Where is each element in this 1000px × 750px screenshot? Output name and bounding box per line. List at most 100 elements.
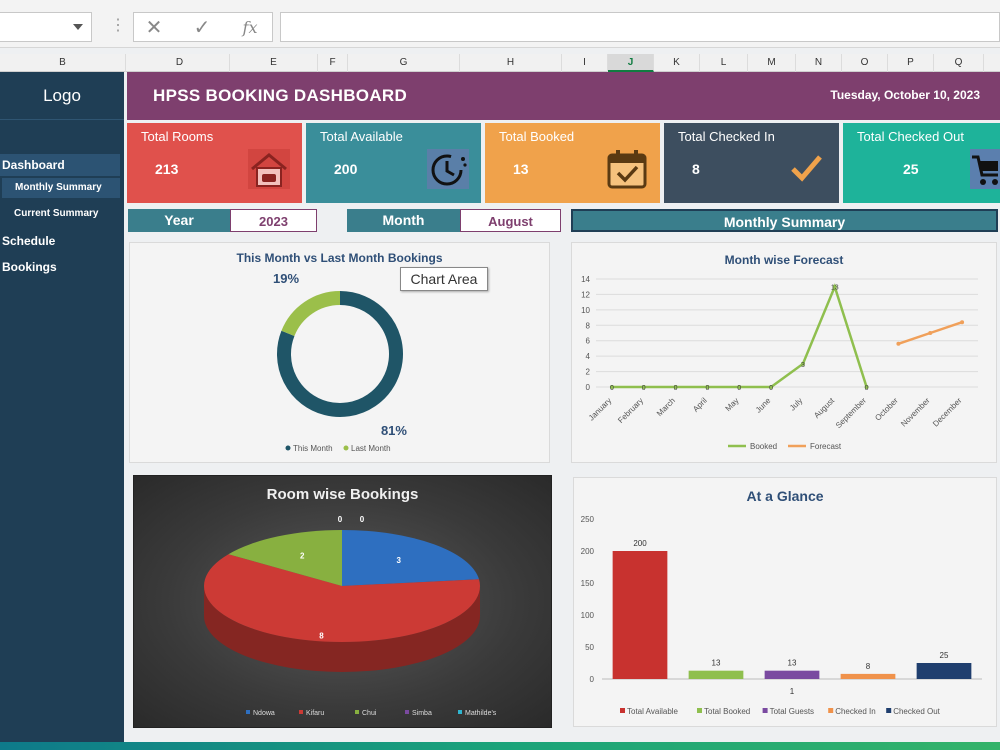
data-point	[641, 385, 646, 389]
kpi-card-total-checked-in[interactable]: Total Checked In 8	[664, 123, 839, 203]
legend-marker	[762, 708, 768, 713]
legend-marker	[697, 708, 702, 713]
bar	[688, 670, 744, 679]
legend-label: Mathilde's	[465, 710, 497, 717]
column-header[interactable]: E	[230, 54, 318, 72]
legend-label: Checked In	[835, 707, 875, 716]
page-title: HPSS BOOKING DASHBOARD	[153, 86, 408, 105]
column-header[interactable]: I	[562, 54, 608, 72]
legend-marker	[458, 710, 462, 714]
pie-data-label: 2	[300, 551, 305, 560]
legend-marker	[355, 710, 359, 714]
bar-data-label: 25	[940, 651, 949, 660]
card-label: Total Rooms	[141, 129, 214, 144]
chart-title: Room wise Bookings	[266, 486, 419, 503]
bar	[916, 663, 972, 679]
data-label: 0	[610, 385, 614, 392]
enter-icon[interactable]: ✓	[193, 17, 211, 39]
y-tick-label: 0	[590, 675, 595, 684]
data-point	[705, 385, 710, 389]
y-tick-label: 150	[581, 579, 595, 588]
pie-slice	[228, 530, 342, 586]
card-value: 213	[155, 161, 179, 177]
name-box[interactable]	[0, 12, 92, 42]
chart-month-wise-forecast[interactable]: Month wise Forecast 0 2 4 6 8 10 12 14 January Fe…	[571, 242, 997, 463]
column-header[interactable]: N	[796, 54, 842, 72]
legend-label: Forecast	[810, 442, 842, 451]
y-tick-label: 200	[581, 547, 595, 556]
insert-function-button[interactable]: fx	[242, 18, 258, 37]
y-tick-label: 10	[581, 306, 590, 315]
current-date: Tuesday, October 10, 2023	[830, 88, 980, 102]
column-header[interactable]: P	[888, 54, 934, 72]
column-header[interactable]: D	[130, 54, 230, 72]
sidebar-item-bookings[interactable]: Bookings	[2, 260, 57, 274]
dashboard-header: HPSS BOOKING DASHBOARD Tuesday, October …	[127, 72, 1000, 120]
y-tick-label: 250	[581, 515, 595, 524]
column-header[interactable]: M	[748, 54, 796, 72]
card-value: 25	[903, 161, 919, 177]
bar-data-label: 8	[866, 662, 871, 671]
card-label: Total Checked Out	[857, 129, 964, 144]
kpi-card-total-checked-out[interactable]: Total Checked Out 25	[843, 123, 1000, 203]
data-point	[737, 385, 742, 389]
year-select[interactable]: 2023	[230, 209, 317, 232]
data-label: 0	[705, 385, 709, 392]
column-header[interactable]: J	[608, 54, 654, 72]
data-label: 13	[831, 285, 839, 292]
chart-title: Month wise Forecast	[724, 253, 844, 267]
y-tick-label: 0	[586, 383, 591, 392]
y-tick-label: 8	[586, 321, 591, 330]
column-header[interactable]: G	[348, 54, 460, 72]
legend-marker	[886, 708, 892, 713]
card-value: 13	[513, 161, 529, 177]
column-header[interactable]: B	[0, 54, 126, 72]
legend-label: Booked	[750, 442, 777, 451]
sidebar-item-current-summary[interactable]: Current Summary	[14, 208, 99, 219]
formula-input[interactable]	[280, 12, 1000, 42]
data-label: 0	[642, 385, 646, 392]
y-tick-label: 12	[581, 290, 590, 299]
legend-marker	[620, 708, 625, 713]
pie-slice-side	[204, 586, 480, 672]
chevron-down-icon[interactable]	[73, 24, 83, 30]
x-tick-label: October	[873, 396, 900, 423]
sidebar-item-schedule[interactable]: Schedule	[2, 234, 56, 248]
bar-extra-label: 1	[790, 687, 795, 696]
chart-at-a-glance[interactable]: At a Glance 0 50 100 150 200 250 200 13 13 8 25 1 To…	[573, 477, 997, 727]
data-point	[832, 284, 837, 289]
chart-title: This Month vs Last Month Bookings	[236, 251, 443, 265]
legend-marker	[246, 710, 250, 714]
column-header[interactable]: O	[842, 54, 888, 72]
data-point	[769, 385, 774, 389]
data-label: 0	[674, 385, 678, 392]
chart-room-wise-bookings[interactable]: Room wise Bookings 3 8 2 0 0 Ndowa Kifaru Chui S…	[133, 475, 552, 728]
donut-chart: 81% 19% This Month Last Month	[273, 271, 407, 453]
column-headers: B D E F G H I J K L M N O P Q	[0, 54, 1000, 72]
sidebar-item-monthly-summary[interactable]: Monthly Summary	[2, 178, 120, 198]
kpi-card-total-available[interactable]: Total Available 200	[306, 123, 481, 203]
column-header[interactable]: L	[700, 54, 748, 72]
x-tick-label: April	[691, 396, 709, 414]
kpi-card-total-rooms[interactable]: Total Rooms 213	[127, 123, 302, 203]
sidebar: Dashboard Monthly Summary Current Summar…	[0, 72, 124, 742]
legend-label: Total Guests	[770, 707, 814, 716]
card-label: Total Available	[320, 129, 403, 144]
legend-label: Total Booked	[704, 707, 750, 716]
x-tick-label: December	[931, 396, 964, 429]
year-label: Year	[128, 209, 230, 232]
kpi-card-total-booked[interactable]: Total Booked 13	[485, 123, 660, 203]
column-header[interactable]: H	[460, 54, 562, 72]
pie-data-label: 3	[397, 556, 402, 565]
column-header[interactable]: F	[318, 54, 348, 72]
column-header[interactable]: K	[654, 54, 700, 72]
month-label: Month	[347, 209, 460, 232]
column-header[interactable]: Q	[934, 54, 984, 72]
card-label: Total Checked In	[678, 129, 775, 144]
month-select[interactable]: August	[460, 209, 561, 232]
data-point	[800, 361, 805, 366]
sidebar-item-dashboard[interactable]: Dashboard	[0, 154, 120, 176]
data-point	[864, 385, 869, 389]
card-value: 8	[692, 161, 700, 177]
cancel-icon[interactable]: ✕	[145, 17, 163, 39]
